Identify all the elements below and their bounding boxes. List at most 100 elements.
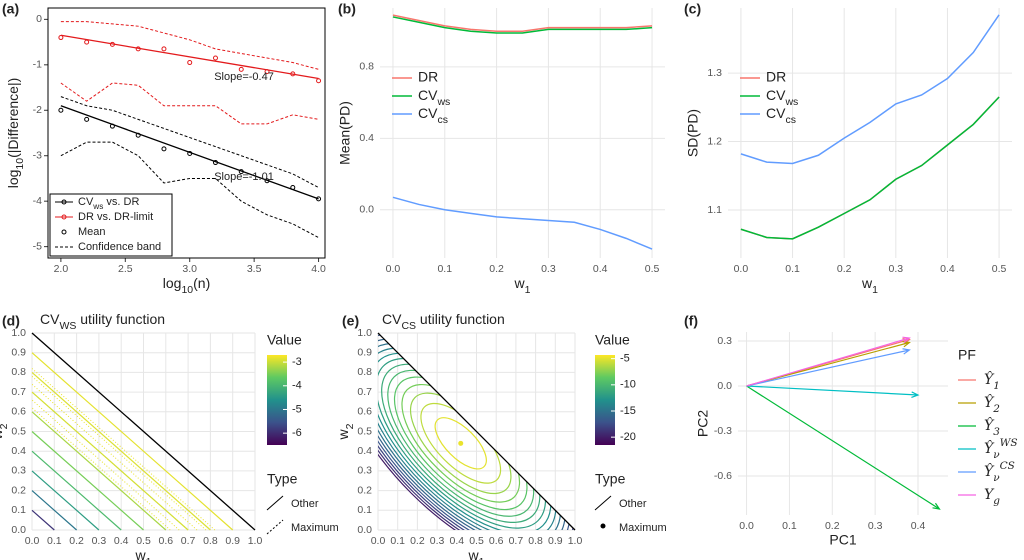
x-tick-label: 0.5 [645,263,660,275]
legend-label-part: ws [436,96,450,108]
y-tick-label: 0.6 [357,406,372,418]
legend-label-part: Y [984,487,995,503]
contour-line [31,470,100,531]
x-tick-label: 0.1 [47,535,62,547]
y-tick-label: 0.8 [359,61,374,73]
legend-label: Maximum [619,522,667,534]
x-axis-title: PC1 [829,532,856,548]
mean-point [264,178,270,184]
panel-title-part: CV [382,311,402,327]
x-tick-label: 0.0 [371,535,386,547]
legend-label: Mean [78,226,106,238]
mean-point [58,107,64,113]
contour-line [31,371,211,531]
arrow [746,336,911,387]
legend-label-part: 3 [993,426,1000,438]
legend-label-part: ν [993,472,1000,484]
mean-point [109,123,115,129]
x-axis-title-part: 1 [525,284,531,296]
x-tick-label: 0.3 [541,263,556,275]
mean-point [161,46,167,52]
y-tick-label: 0.0 [359,204,374,216]
x-tick-label: 0.4 [593,263,608,275]
legend-label: Ŷ2 [984,393,1000,415]
panel-title: CVCS utility function [382,311,505,332]
contour-line [31,490,77,531]
contour-line [31,411,167,531]
panel-title-part: utility function [76,311,165,327]
x-tick-label: 0.3 [868,520,883,532]
panel-label: (b) [338,1,356,17]
contour-line [31,391,189,531]
maximum-line [31,383,198,531]
y-tick-label: 0 [36,13,42,25]
panel-title: CVWS utility function [40,311,165,332]
legend-label: CVcs [766,105,796,126]
y-tick-label: -2 [33,104,42,116]
x-axis-title: log10(n) [163,275,211,296]
y-tick-label: 1.0 [357,327,372,339]
legend-label-part: Confidence band [78,241,161,253]
x-tick-label: 0.1 [390,535,405,547]
y-axis-title-part: w [0,428,5,440]
x-axis-title: w1 [861,275,878,296]
y-tick-label: 0.3 [11,465,26,477]
legend-key [266,495,284,511]
confidence-band [60,82,319,125]
legend-label-part: 2 [992,403,1000,415]
y-tick-label: 0.4 [359,132,374,144]
mean-point [58,35,64,41]
series-line [740,96,1000,240]
x-axis-title-part: 10 [181,284,193,296]
x-tick-label: 0.0 [25,535,40,547]
legend-label-part: Mean [78,226,106,238]
x-tick-label: 0.6 [489,535,504,547]
slope-annotation: Slope=-1.01 [214,171,274,183]
y-tick-label: 1.1 [707,204,722,216]
y-tick-label: -5 [33,240,42,252]
y-tick-label: 1.0 [11,327,26,339]
y-axis-title-part: (|Difference|) [5,78,21,158]
mean-point [290,185,296,191]
legend-label-part: CV [418,87,438,103]
legend-label: ŶνWS [984,437,1018,461]
y-tick-label: 0.4 [357,445,372,457]
y-tick-label: 0.2 [357,484,372,496]
plot-background [380,8,665,258]
mean-point [135,46,141,52]
y-tick-label: 0.7 [357,386,372,398]
legend-label-part: cs [785,114,796,126]
x-tick-label: 1.0 [248,535,263,547]
y-tick-label: -0.3 [714,425,732,437]
mean-point [212,55,218,61]
legend-label-part: 1 [993,380,1000,392]
panel-title-part: CS [401,320,416,332]
x-tick-label: 0.0 [734,263,749,275]
legend-title: Type [267,471,298,487]
y-axis-title-part: w [335,428,351,440]
x-tick-label: 0.2 [489,263,504,275]
x-tick-label: 3.0 [182,263,197,275]
panel-label: (e) [342,313,359,329]
plot-frame [47,7,326,259]
legend-label: Maximum [291,522,339,534]
x-axis-title-part: w [514,275,526,291]
y-axis-title: PC2 [695,410,711,437]
x-tick-label: 0.5 [992,263,1007,275]
x-tick-label: 0.4 [940,263,955,275]
x-tick-label: 2.0 [54,263,69,275]
legend-label-part: g [993,495,1000,507]
x-tick-label: 0.1 [782,520,797,532]
legend-label: DR [766,69,786,85]
x-tick-label: 0.8 [203,535,218,547]
mean-point [238,66,244,72]
legend-label-part: CV [766,105,786,121]
plot-background [738,332,948,515]
x-axis-title-part: w [861,275,873,291]
y-tick-label: 0.5 [11,425,26,437]
legend-label-part: ν [993,449,1000,461]
plot-background [728,8,1012,258]
mean-point [264,69,270,75]
x-tick-label: 0.2 [69,535,84,547]
